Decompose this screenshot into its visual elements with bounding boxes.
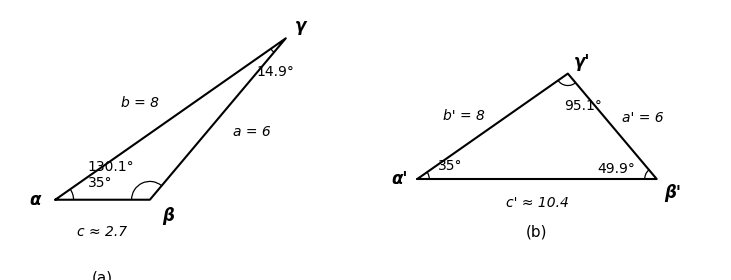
Text: 35°: 35° [439,159,463,173]
Text: β: β [162,207,174,225]
Text: a = 6: a = 6 [233,125,270,139]
Text: α: α [29,191,41,209]
Text: β': β' [664,184,681,202]
Text: γ': γ' [574,53,591,71]
Text: 49.9°: 49.9° [597,162,635,176]
Text: α': α' [391,170,408,188]
Text: 14.9°: 14.9° [257,65,295,79]
Text: b' = 8: b' = 8 [443,109,485,123]
Text: 130.1°: 130.1° [88,160,135,174]
Text: 95.1°: 95.1° [564,99,602,113]
Text: 35°: 35° [88,176,112,190]
Text: γ: γ [295,17,307,35]
Text: c ≈ 2.7: c ≈ 2.7 [77,225,128,239]
Text: (b): (b) [526,225,548,240]
Text: b = 8: b = 8 [121,96,159,110]
Text: c' ≈ 10.4: c' ≈ 10.4 [506,195,569,209]
Text: (a): (a) [92,270,113,280]
Text: a' = 6: a' = 6 [622,111,664,125]
